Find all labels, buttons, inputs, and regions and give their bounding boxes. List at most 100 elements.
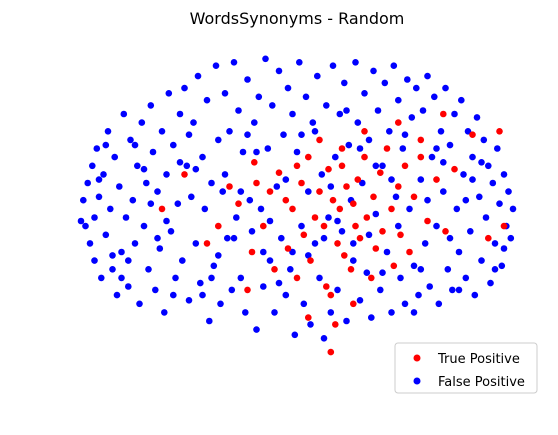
point-false-positive-86 xyxy=(271,309,278,316)
point-false-positive-51 xyxy=(192,240,200,247)
point-false-positive-70 xyxy=(235,107,242,114)
point-false-positive-71 xyxy=(237,274,245,282)
point-false-positive-62 xyxy=(217,300,224,308)
point-true-positive-28 xyxy=(336,205,344,213)
point-false-positive-106 xyxy=(316,274,323,282)
point-false-positive-241 xyxy=(365,231,373,239)
point-true-positive-66 xyxy=(316,136,323,144)
point-false-positive-188 xyxy=(500,171,508,178)
point-false-positive-218 xyxy=(266,217,274,225)
point-false-positive-176 xyxy=(473,114,481,121)
point-false-positive-145 xyxy=(404,76,411,83)
point-false-positive-244 xyxy=(433,145,440,152)
point-false-positive-240 xyxy=(343,107,350,114)
point-false-positive-227 xyxy=(469,176,476,183)
legend-box xyxy=(394,342,538,394)
point-true-positive-1 xyxy=(226,183,233,190)
point-true-positive-65 xyxy=(203,240,211,247)
point-false-positive-190 xyxy=(505,188,512,195)
point-false-positive-203 xyxy=(305,252,312,259)
point-true-positive-53 xyxy=(424,217,431,225)
point-true-positive-63 xyxy=(361,128,368,135)
point-false-positive-239 xyxy=(320,234,328,242)
point-false-positive-35 xyxy=(156,245,164,252)
point-false-positive-90 xyxy=(280,131,287,138)
series-true-positive xyxy=(158,110,508,356)
point-false-positive-137 xyxy=(386,128,393,135)
point-false-positive-124 xyxy=(356,297,364,304)
point-false-positive-7 xyxy=(93,145,101,152)
point-false-positive-41 xyxy=(170,141,177,149)
point-false-positive-2 xyxy=(84,179,91,187)
point-false-positive-10 xyxy=(100,171,107,178)
point-true-positive-35 xyxy=(354,176,362,183)
point-false-positive-115 xyxy=(336,110,344,118)
point-false-positive-194 xyxy=(102,141,110,149)
point-true-positive-38 xyxy=(363,214,371,221)
point-false-positive-128 xyxy=(365,136,373,144)
point-false-positive-22 xyxy=(127,136,134,144)
point-false-positive-26 xyxy=(136,300,143,308)
point-true-positive-8 xyxy=(271,266,278,273)
point-false-positive-116 xyxy=(338,228,346,235)
point-false-positive-75 xyxy=(246,196,254,204)
point-false-positive-29 xyxy=(143,179,150,187)
point-true-positive-36 xyxy=(356,234,364,242)
point-false-positive-151 xyxy=(417,176,425,183)
point-false-positive-172 xyxy=(464,128,472,135)
point-false-positive-210 xyxy=(462,196,470,204)
point-false-positive-156 xyxy=(428,153,436,161)
point-true-positive-41 xyxy=(372,245,380,252)
point-true-positive-21 xyxy=(323,283,330,290)
point-false-positive-93 xyxy=(287,266,294,273)
point-false-positive-238 xyxy=(298,131,305,138)
point-false-positive-144 xyxy=(401,300,409,308)
point-false-positive-98 xyxy=(298,222,305,230)
point-false-positive-181 xyxy=(485,162,492,170)
point-false-positive-6 xyxy=(91,257,98,264)
point-false-positive-225 xyxy=(424,196,431,204)
point-false-positive-18 xyxy=(118,248,125,256)
point-true-positive-42 xyxy=(377,169,384,176)
point-false-positive-108 xyxy=(320,335,328,342)
point-true-positive-4 xyxy=(251,159,258,166)
point-true-positive-45 xyxy=(388,205,395,213)
point-false-positive-36 xyxy=(158,128,166,135)
point-false-positive-231 xyxy=(140,165,148,173)
point-true-positive-49 xyxy=(401,162,409,170)
point-false-positive-74 xyxy=(244,76,251,83)
point-true-positive-5 xyxy=(253,179,260,187)
point-false-positive-246 xyxy=(478,159,485,166)
point-true-positive-10 xyxy=(282,196,290,204)
point-false-positive-60 xyxy=(212,62,220,69)
point-false-positive-207 xyxy=(395,222,402,230)
point-false-positive-103 xyxy=(309,119,317,126)
point-false-positive-223 xyxy=(379,269,386,277)
point-false-positive-208 xyxy=(417,266,425,273)
legend: True Positive False Positive xyxy=(394,342,538,394)
point-false-positive-162 xyxy=(442,84,449,92)
point-true-positive-54 xyxy=(433,176,440,183)
point-false-positive-126 xyxy=(361,90,368,97)
point-false-positive-55 xyxy=(201,205,209,213)
point-false-positive-119 xyxy=(345,141,353,149)
point-false-positive-169 xyxy=(458,96,465,104)
point-false-positive-105 xyxy=(314,72,321,80)
point-true-positive-18 xyxy=(311,214,319,221)
point-false-positive-17 xyxy=(116,183,123,190)
point-false-positive-185 xyxy=(494,145,501,152)
point-false-positive-204 xyxy=(327,183,335,190)
point-true-positive-33 xyxy=(350,200,357,207)
point-false-positive-117 xyxy=(341,79,348,87)
point-false-positive-150 xyxy=(415,291,422,299)
point-false-positive-133 xyxy=(377,286,384,294)
point-true-positive-68 xyxy=(350,300,357,308)
point-true-positive-19 xyxy=(316,188,323,195)
point-false-positive-9 xyxy=(98,274,105,282)
point-false-positive-206 xyxy=(372,162,380,170)
point-false-positive-153 xyxy=(421,240,429,247)
point-false-positive-148 xyxy=(410,262,418,270)
point-false-positive-53 xyxy=(197,279,204,287)
point-false-positive-50 xyxy=(190,119,197,126)
